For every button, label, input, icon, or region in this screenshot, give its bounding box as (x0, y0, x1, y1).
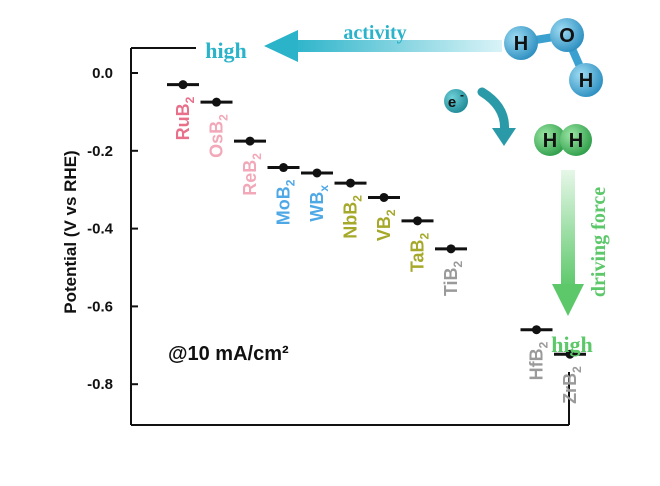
water-atom-o (550, 18, 584, 52)
data-point (279, 163, 288, 173)
data-point (532, 325, 541, 335)
data-point (379, 192, 389, 202)
hydrogen-molecule-icon: H H (534, 124, 592, 156)
data-label: VB2 (374, 209, 398, 241)
activity-high-label: high (205, 38, 247, 63)
data-label: HfB2 (527, 341, 551, 380)
activity-arrow-group: activity high (205, 22, 502, 63)
electron-icon: e - (444, 88, 468, 113)
driving-force-label: driving force (588, 187, 610, 297)
y-tick-label: -0.6 (87, 298, 113, 315)
hydrogen-atom-2 (560, 124, 592, 156)
data-label: TiB2 (441, 261, 465, 297)
data-label: ZrB2 (560, 366, 584, 404)
water-atom-h2 (569, 63, 603, 97)
driving-high-label: high (551, 332, 593, 357)
activity-arrow-head (264, 30, 298, 62)
axes-frame (130, 47, 570, 426)
water-atom-h1 (504, 26, 538, 60)
driving-arrow-group: driving force high (551, 170, 610, 357)
curved-arrow-icon (477, 87, 516, 146)
data-point (346, 178, 355, 188)
water-molecule-icon: H O H (504, 18, 603, 97)
water-atom-o-label: O (559, 25, 575, 47)
y-tick-label: -0.8 (87, 376, 113, 393)
hydrogen-atom-2-label: H (569, 130, 583, 152)
data-label: OsB2 (207, 114, 231, 158)
data-point (413, 216, 422, 226)
data-point (446, 244, 456, 254)
data-label: NbB2 (341, 195, 365, 239)
electron-sup: - (460, 88, 464, 102)
y-tick-label: -0.2 (87, 143, 113, 160)
hydrogen-atom-1-label: H (543, 130, 557, 152)
data-point (212, 97, 221, 107)
data-label: TaB2 (408, 233, 432, 273)
driving-arrow-head (552, 284, 584, 316)
data-point (312, 168, 322, 178)
activity-arrow-shaft (290, 40, 502, 52)
y-ticks: 0.0 -0.2 -0.4 -0.6 -0.8 (87, 65, 138, 393)
condition-label: @10 mA/cm² (168, 343, 289, 365)
y-tick-label: -0.4 (87, 221, 114, 238)
data-point (565, 349, 575, 359)
hydrogen-atom-1 (534, 124, 566, 156)
data-label: MoB2 (274, 179, 298, 225)
driving-arrow-shaft (561, 170, 575, 288)
data-points: RuB2 OsB2 ReB2 MoB2 WBx NbB2 VB2 TaB2 TiB2 HfB2 Zr… (167, 80, 586, 404)
electron-label: e (448, 94, 456, 111)
water-atom-h1-label: H (514, 33, 528, 55)
data-label: WBx (307, 185, 331, 222)
water-atom-h2-label: H (579, 70, 593, 92)
y-tick-label: 0.0 (92, 65, 113, 82)
y-axis-label: Potential (V vs RHE) (61, 150, 80, 313)
data-label: ReB2 (240, 153, 264, 196)
activity-label: activity (343, 22, 406, 44)
data-label: RuB2 (173, 96, 197, 140)
data-point (178, 80, 188, 90)
data-point (245, 136, 255, 146)
